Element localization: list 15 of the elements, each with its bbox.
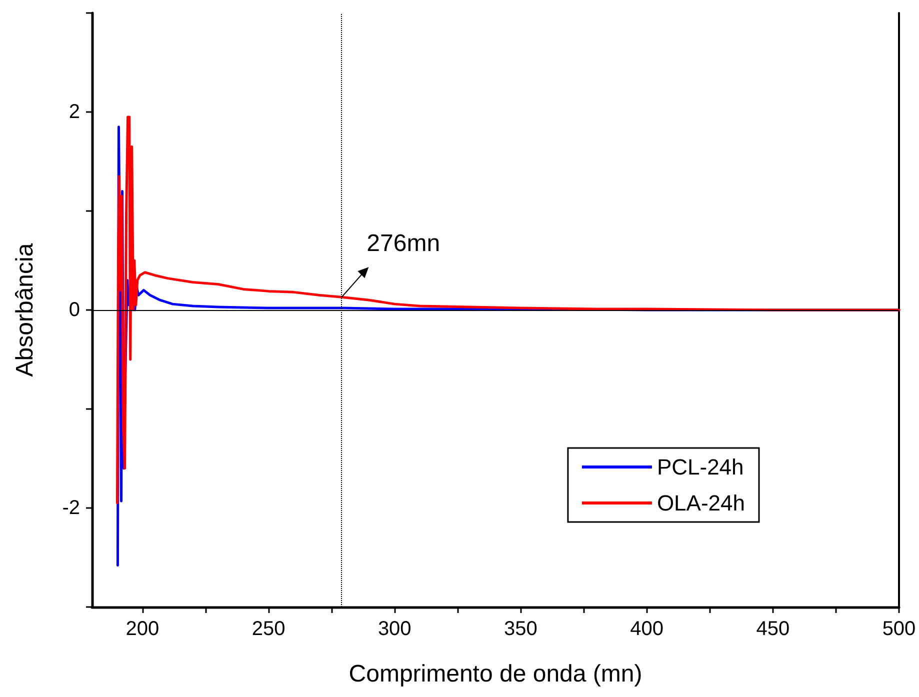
x-tick-label: 400 xyxy=(630,618,664,640)
y-tick-label: 0 xyxy=(68,299,80,321)
legend-label: PCL-24h xyxy=(656,454,744,480)
x-tick-label: 250 xyxy=(252,618,286,640)
annotation: 276mn xyxy=(366,230,440,258)
y-axis-title: Absorbância xyxy=(12,242,38,377)
x-tick-label: 200 xyxy=(126,618,160,640)
x-tick-label: 450 xyxy=(756,618,790,640)
x-axis-title: Comprimento de onda (mn) xyxy=(348,660,642,688)
x-tick-label: 350 xyxy=(504,618,538,640)
x-tick-label: 300 xyxy=(378,618,412,640)
y-tick-label: -2 xyxy=(62,497,80,519)
x-tick-label: 500 xyxy=(882,618,916,640)
legend-label: OLA-24h xyxy=(656,490,746,516)
y-tick-label: 2 xyxy=(68,101,80,123)
